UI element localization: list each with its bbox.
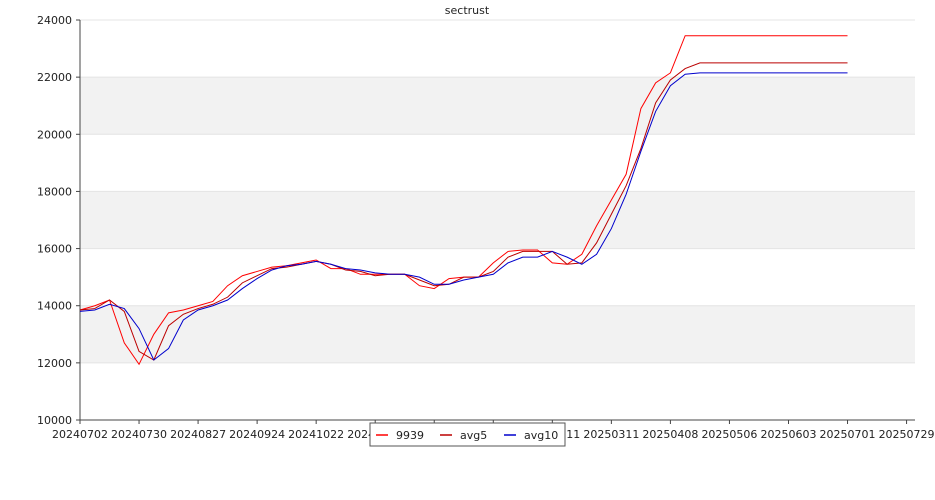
y-tick-label: 10000 bbox=[37, 414, 72, 427]
x-tick-label: 20250311 bbox=[583, 428, 639, 441]
grid-band bbox=[80, 77, 915, 135]
x-tick-label: 20250701 bbox=[820, 428, 876, 441]
x-tick-label: 20250603 bbox=[760, 428, 816, 441]
legend-label: 9939 bbox=[396, 429, 424, 442]
chart-title: sectrust bbox=[445, 4, 490, 17]
y-tick-label: 12000 bbox=[37, 357, 72, 370]
legend-box bbox=[369, 422, 566, 447]
grid-band bbox=[80, 191, 915, 249]
x-tick-label: 20250408 bbox=[642, 428, 698, 441]
grid-band bbox=[80, 305, 915, 363]
y-tick-label: 14000 bbox=[37, 300, 72, 313]
x-tick-label: 20240827 bbox=[170, 428, 226, 441]
legend-label: avg10 bbox=[524, 429, 558, 442]
line-series bbox=[79, 72, 848, 361]
y-tick-label: 22000 bbox=[37, 71, 72, 84]
x-tick-label: 20240702 bbox=[52, 428, 108, 441]
x-tick-label: 20240730 bbox=[111, 428, 167, 441]
legend: 9939 avg5 avg10 bbox=[369, 422, 566, 447]
x-tick-label: 20250729 bbox=[879, 428, 935, 441]
y-tick-label: 20000 bbox=[37, 128, 72, 141]
x-tick-label: 20250506 bbox=[701, 428, 757, 441]
legend-label: avg5 bbox=[460, 429, 487, 442]
line-series bbox=[79, 62, 848, 361]
x-tick-label: 20240924 bbox=[229, 428, 285, 441]
y-tick-label: 16000 bbox=[37, 243, 72, 256]
x-tick-label: 20241022 bbox=[288, 428, 344, 441]
y-tick-label: 18000 bbox=[37, 185, 72, 198]
y-tick-label: 24000 bbox=[37, 14, 72, 27]
